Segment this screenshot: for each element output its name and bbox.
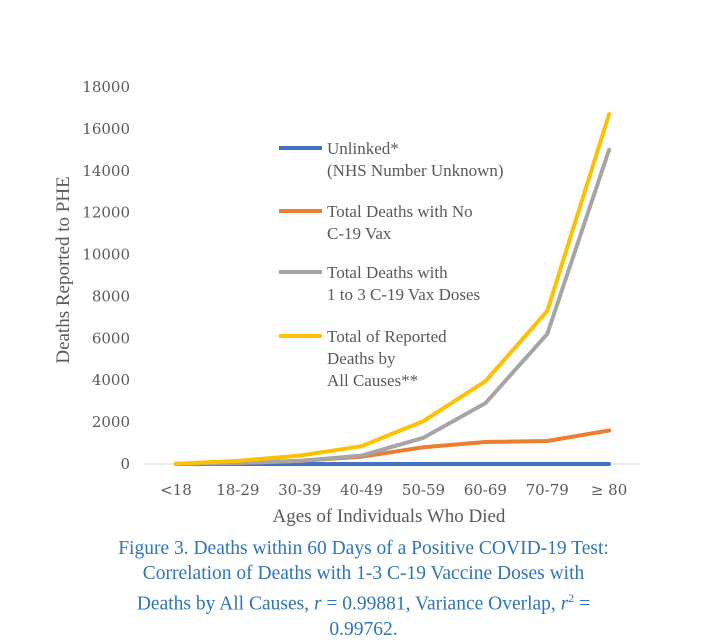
caption-line-4: 0.99762. — [329, 618, 398, 640]
y-tick-label: 6000 — [92, 329, 130, 347]
x-tick-label: 40-49 — [340, 481, 383, 499]
caption-line-2: Correlation of Deaths with 1-3 C-19 Vacc… — [142, 563, 585, 584]
legend-label: All Causes** — [327, 371, 418, 390]
series-line — [173, 112, 612, 466]
y-tick-label: 14000 — [82, 162, 130, 180]
caption-text: = — [574, 593, 591, 615]
legend-label: Total of Reported — [327, 327, 447, 346]
caption-line-3: Deaths by All Causes, r = 0.99881, Varia… — [0, 586, 727, 617]
x-tick-label: 60-69 — [464, 481, 507, 499]
figure-caption: Figure 3. Deaths within 60 Days of a Pos… — [0, 536, 727, 642]
r2-exponent: 2 — [568, 591, 575, 605]
x-tick-label: 50-59 — [402, 481, 445, 499]
r2-symbol: r — [560, 593, 569, 615]
legend-label: C-19 Vax — [327, 224, 392, 243]
legend-label: (NHS Number Unknown) — [327, 161, 504, 180]
legend-label: 1 to 3 C-19 Vax Doses — [327, 285, 480, 304]
legend-label: Unlinked* — [327, 139, 399, 158]
y-axis-ticks: 0 2000 4000 6000 8000 10000 12000 14000 16000 180… — [82, 78, 130, 473]
y-tick-label: 2000 — [92, 413, 130, 431]
chart: 0 2000 4000 6000 8000 10000 12000 14000 16000 180… — [53, 78, 640, 527]
y-tick-label: 18000 — [82, 78, 130, 96]
y-tick-label: 16000 — [82, 120, 130, 138]
series-line — [173, 147, 612, 466]
y-tick-label: 10000 — [82, 246, 130, 264]
y-tick-label: 8000 — [92, 287, 130, 305]
legend-label: Total Deaths with No — [327, 202, 473, 221]
y-axis-title: Deaths Reported to PHE — [53, 176, 74, 363]
x-tick-label: 30-39 — [278, 481, 321, 499]
x-tick-label: <18 — [160, 481, 192, 499]
caption-text: Deaths by All Causes, — [136, 593, 314, 615]
x-axis-ticks: <18 18-29 30-39 40-49 50-59 60-69 70-79 ≥ 80 — [160, 481, 627, 499]
x-tick-label: 70-79 — [526, 481, 569, 499]
series-lines — [173, 112, 612, 466]
legend-label: Deaths by — [327, 349, 396, 368]
caption-text: = 0.99881, Variance Overlap, — [321, 593, 561, 615]
caption-line-1: Figure 3. Deaths within 60 Days of a Pos… — [118, 538, 609, 559]
legend-label: Total Deaths with — [327, 263, 448, 282]
r-symbol: r — [313, 593, 322, 615]
y-tick-label: 0 — [120, 455, 130, 473]
legend: Unlinked* (NHS Number Unknown) Total Death… — [279, 139, 504, 390]
x-axis-title: Ages of Individuals Who Died — [273, 506, 506, 527]
y-tick-label: 4000 — [92, 371, 130, 389]
x-tick-label: ≥ 80 — [591, 481, 627, 499]
x-tick-label: 18-29 — [216, 481, 259, 499]
y-tick-label: 12000 — [82, 204, 130, 222]
